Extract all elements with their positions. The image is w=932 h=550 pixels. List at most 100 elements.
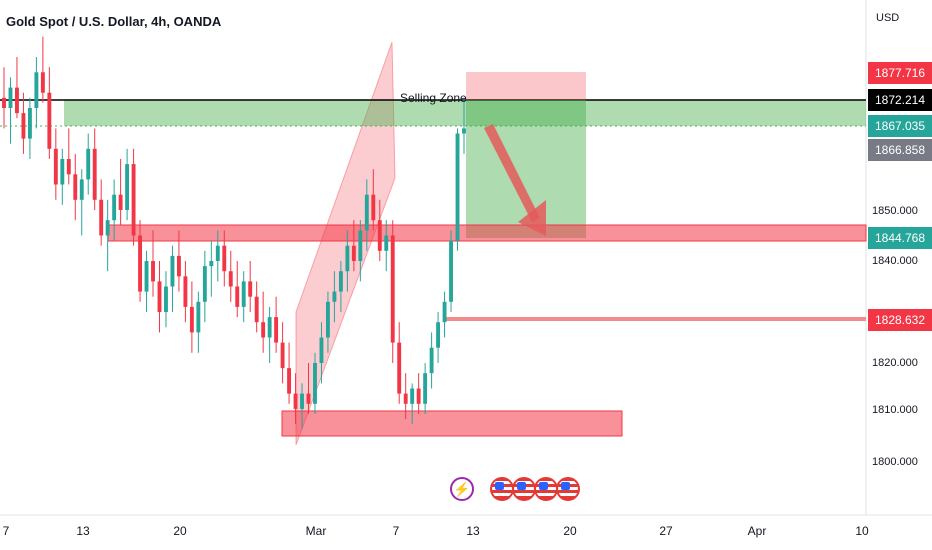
candle-body [351, 245, 356, 261]
candle-body [125, 164, 130, 210]
x-tick: 7 [2, 524, 10, 538]
candle-body [267, 317, 272, 338]
candle-body [390, 235, 395, 343]
currency-label: USD [876, 12, 900, 24]
candle-body [157, 281, 162, 312]
candle-body [215, 245, 220, 261]
support-line [446, 317, 866, 321]
us-flag-icon[interactable] [556, 477, 580, 501]
x-tick: 20 [173, 524, 187, 538]
candle-body [228, 271, 233, 287]
candle-body [131, 164, 136, 236]
x-tick: Mar [305, 524, 327, 538]
candle-body [151, 261, 155, 282]
take-profit-box [466, 100, 586, 238]
candle-body [371, 194, 376, 221]
stop-loss-box [466, 72, 586, 100]
candle-body [326, 301, 330, 338]
candle-body [442, 301, 447, 323]
candle-body [66, 159, 71, 175]
y-tick: 1800.000 [872, 456, 918, 468]
candle-body [118, 194, 123, 210]
candle-body [332, 291, 337, 302]
us-flag-icon[interactable] [534, 477, 558, 501]
economic-events: ⚡ [450, 477, 580, 501]
candle-body [397, 342, 402, 394]
candle-body [241, 281, 246, 307]
candle-body [138, 235, 142, 292]
candle-body [462, 128, 466, 134]
candle-body [449, 240, 453, 302]
candle-body [112, 194, 117, 221]
y-tick: 1810.000 [872, 404, 918, 416]
candle-body [2, 97, 6, 108]
candle-body [27, 108, 32, 139]
candle-body [287, 368, 292, 394]
candle-body [319, 337, 324, 363]
candle-body [358, 230, 363, 261]
price-tag-support: 1828.632 [868, 309, 932, 331]
candle-body [40, 72, 45, 93]
candle-body [436, 322, 441, 348]
x-tick: 7 [392, 524, 400, 538]
candle-body [384, 235, 389, 251]
candle-body [170, 255, 175, 287]
candle-body [410, 388, 415, 404]
candlestick-series [2, 36, 466, 430]
candle-body [338, 271, 343, 292]
candle-body [15, 87, 19, 114]
y-tick: 1850.000 [872, 205, 918, 217]
lightning-icon[interactable]: ⚡ [450, 477, 474, 501]
candle-body [429, 347, 434, 374]
candle-body [34, 72, 39, 108]
candle-body [73, 174, 78, 200]
candle-body [196, 301, 201, 333]
candle-body [254, 296, 259, 323]
candle-body [60, 159, 65, 185]
candle-body [144, 261, 149, 292]
candle-body [293, 393, 298, 409]
candle-body [403, 393, 408, 404]
support-box [281, 410, 623, 437]
candle-body [364, 194, 369, 231]
us-flag-icon[interactable] [512, 477, 536, 501]
chart-title: Gold Spot / U.S. Dollar, 4h, OANDA [6, 14, 222, 29]
candle-body [222, 245, 227, 272]
candle-body [280, 342, 285, 369]
candle-body [345, 245, 350, 272]
x-tick: 20 [563, 524, 577, 538]
price-tag-stop: 1877.716 [868, 62, 932, 84]
candle-body [423, 373, 428, 404]
x-tick: Apr [747, 524, 767, 538]
candle-body [164, 286, 168, 312]
candle-body [92, 148, 97, 200]
x-tick: 10 [855, 524, 869, 538]
price-tag-target: 1844.768 [868, 227, 932, 249]
candle-body [21, 113, 26, 139]
price-tag-zone-bottom: 1867.035 [868, 115, 932, 137]
candle-body [306, 393, 311, 404]
us-flag-icon[interactable] [490, 477, 514, 501]
candle-body [105, 220, 110, 236]
candle-body [248, 281, 253, 297]
candle-body [79, 179, 84, 200]
x-tick: 13 [76, 524, 90, 538]
candle-body [313, 363, 317, 404]
selling-zone-band [64, 100, 866, 126]
resistance-band [107, 224, 867, 242]
y-tick: 1840.000 [872, 255, 918, 267]
candle-body [235, 286, 240, 307]
x-tick: 13 [466, 524, 480, 538]
x-tick: 27 [659, 524, 673, 538]
candle-body [99, 199, 104, 236]
candle-body [274, 317, 279, 343]
candle-body [261, 322, 266, 338]
down-arrow-icon [484, 124, 546, 236]
candle-body [183, 276, 188, 307]
candle-body [377, 220, 382, 251]
candle-body [8, 87, 13, 108]
candle-body [416, 388, 421, 404]
candle-body [189, 306, 194, 333]
